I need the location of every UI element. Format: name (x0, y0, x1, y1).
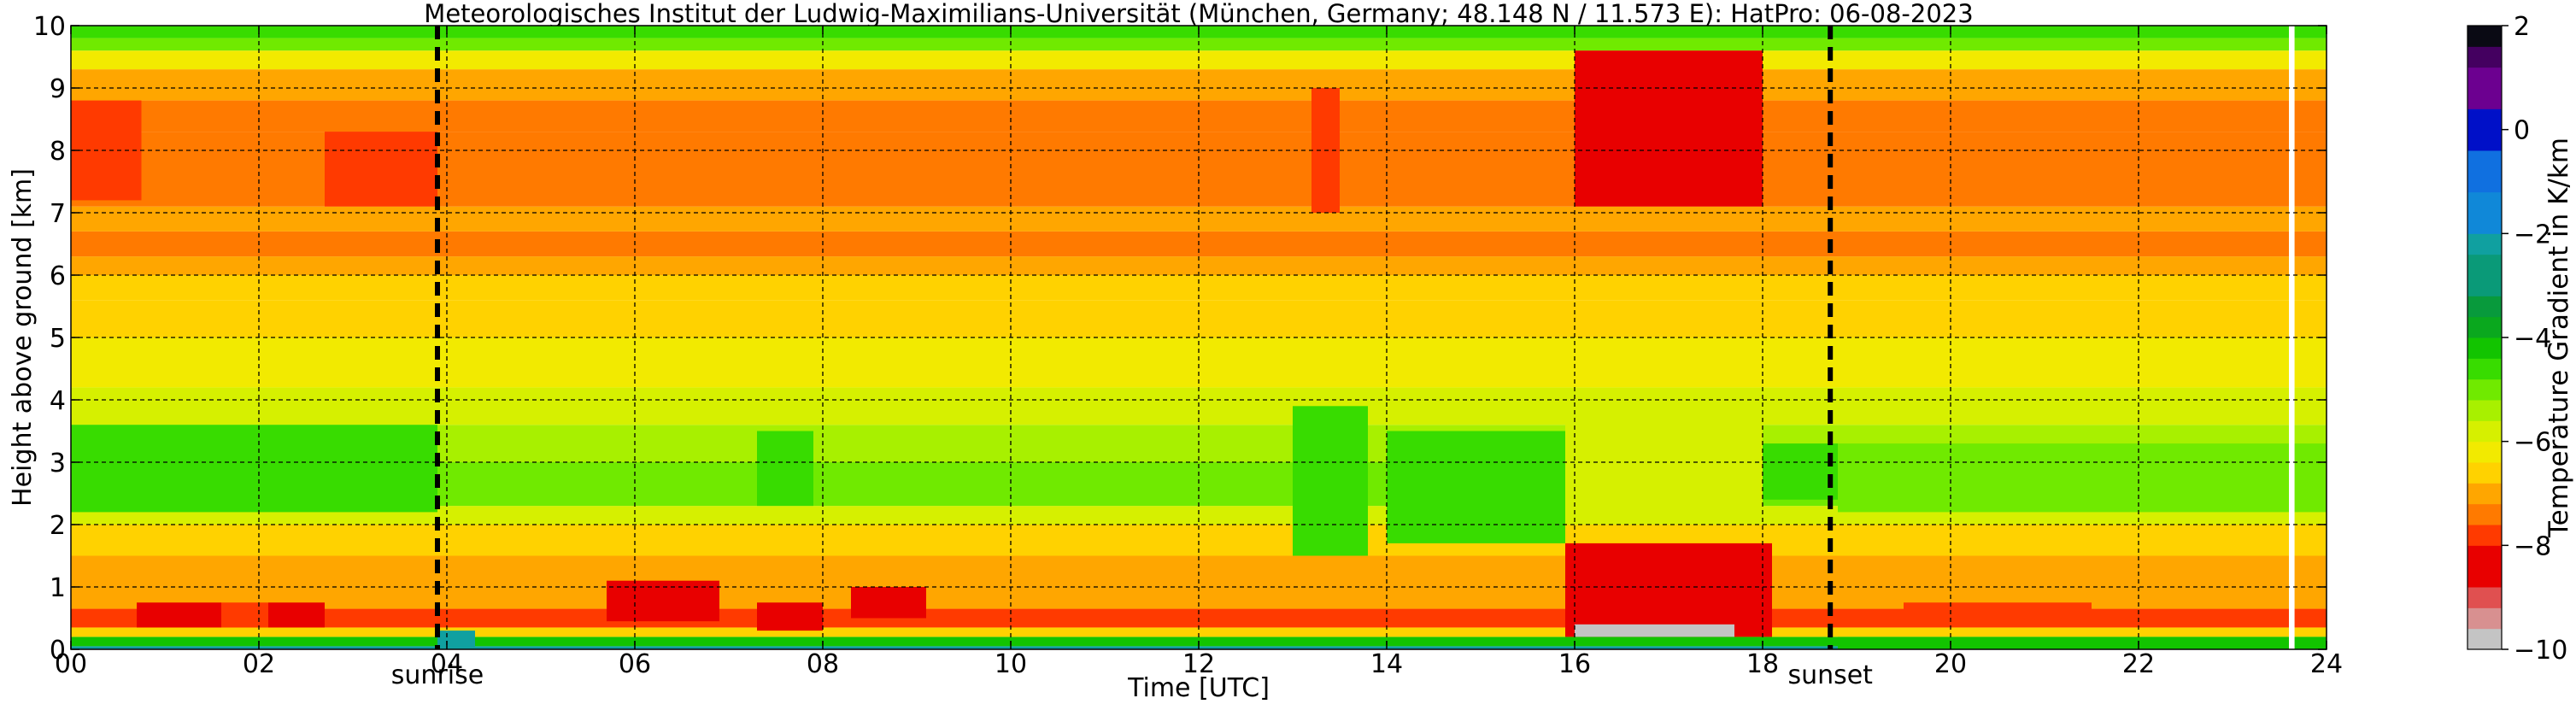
x-tick-label: 16 (1558, 649, 1591, 679)
colorbar-tick-label: −6 (2514, 428, 2551, 458)
heatmap-feature-4 (221, 602, 268, 628)
colorbar-tick-label: −8 (2514, 531, 2551, 561)
heatmap-layer-2 (71, 627, 2327, 637)
heatmap-feature-3 (137, 602, 221, 628)
y-tick-label: 0 (50, 636, 66, 666)
colorbar-segment-15 (2467, 296, 2502, 318)
x-tick-label: 06 (619, 649, 651, 679)
x-tick-label: 04 (431, 649, 463, 679)
colorbar-tick-label: 2 (2514, 12, 2530, 42)
colorbar-segment-18 (2467, 191, 2502, 234)
y-tick-label: 1 (50, 573, 66, 603)
sunset-label: sunset (1787, 660, 1873, 690)
colorbar-segment-14 (2467, 316, 2502, 338)
colorbar-segment-0 (2467, 628, 2502, 650)
plot-grid (71, 26, 2327, 649)
heatmap-feature-20 (1838, 637, 2327, 649)
colorbar-label: Temperature Gradient in K/km (2544, 138, 2574, 538)
colorbar-tick-label: −4 (2514, 324, 2551, 354)
sunrise-label: sunrise (391, 660, 484, 690)
colorbar (2467, 26, 2502, 650)
colorbar-ticks: −10 −8 −6 −4 −2 0 2 (2502, 12, 2567, 666)
colorbar-tick-label: 0 (2514, 116, 2530, 146)
heatmap-feature-9 (757, 602, 823, 631)
heatmap-feature-11 (1293, 406, 1368, 556)
y-tick-label: 2 (50, 511, 66, 541)
heatmap-feature-8 (757, 431, 813, 507)
colorbar-segment-9 (2467, 420, 2502, 443)
y-axis-label: Height above ground [km] (8, 168, 38, 507)
colorbar-segment-5 (2467, 503, 2502, 525)
y-tick-label: 6 (50, 261, 66, 291)
x-tick-label: 14 (1370, 649, 1403, 679)
y-tick-label: 9 (50, 74, 66, 104)
heatmap-feature-19 (1838, 443, 2327, 513)
colorbar-segment-17 (2467, 233, 2502, 255)
y-tick-label: 8 (50, 137, 66, 167)
heatmap-feature-5 (268, 602, 325, 628)
x-tick-label: 20 (1934, 649, 1967, 679)
x-tick-label: 02 (243, 649, 275, 679)
colorbar-tick-label: −10 (2514, 636, 2567, 666)
heatmap-feature-2 (71, 425, 437, 513)
event-lines: sunrise sunset (391, 26, 1873, 690)
heatmap-feature-6 (437, 631, 475, 649)
colorbar-segment-21 (2467, 67, 2502, 109)
heatmap-feature-14 (1565, 412, 1763, 525)
colorbar-segment-16 (2467, 254, 2502, 296)
colorbar-segment-23 (2467, 26, 2502, 47)
colorbar-segment-6 (2467, 483, 2502, 505)
x-axis-ticks: 00 02 04 06 08 10 12 14 16 18 20 22 24 (55, 26, 2343, 679)
colorbar-segment-20 (2467, 109, 2502, 151)
y-tick-label: 7 (50, 199, 66, 229)
x-tick-label: 08 (807, 649, 839, 679)
chart-title: Meteorologisches Institut der Ludwig-Max… (424, 0, 1973, 28)
colorbar-segment-7 (2467, 462, 2502, 484)
x-tick-label: 24 (2310, 649, 2343, 679)
colorbar-segment-3 (2467, 545, 2502, 588)
colorbar-segment-22 (2467, 46, 2502, 68)
colorbar-tick-label: −2 (2514, 220, 2551, 249)
heatmap-feature-15 (1575, 50, 1763, 207)
heatmap-feature-17 (1575, 624, 1734, 637)
colorbar-segment-13 (2467, 337, 2502, 359)
y-tick-label: 3 (50, 449, 66, 478)
colorbar-segment-12 (2467, 358, 2502, 380)
colorbar-segment-10 (2467, 400, 2502, 421)
x-axis-label: Time [UTC] (1127, 673, 1270, 703)
colorbar-segment-8 (2467, 441, 2502, 463)
heatmap-feature-1 (325, 132, 437, 207)
heatmap-layer-11 (71, 337, 2327, 388)
colorbar-segment-1 (2467, 607, 2502, 630)
colorbar-segment-2 (2467, 587, 2502, 608)
x-tick-label: 00 (55, 649, 87, 679)
x-tick-label: 12 (1182, 649, 1215, 679)
y-tick-label: 4 (50, 386, 66, 416)
y-tick-label: 5 (50, 324, 66, 354)
colorbar-segment-4 (2467, 525, 2502, 546)
heatmap-feature-22 (2289, 26, 2295, 649)
heatmap-feature-21 (1904, 602, 2092, 625)
heatmap-feature-16 (1565, 543, 1772, 637)
colorbar-segment-19 (2467, 150, 2502, 193)
x-tick-label: 22 (2122, 649, 2155, 679)
heatmap-feature-18 (1763, 443, 1838, 500)
y-axis-ticks: 0 1 2 3 4 5 6 7 8 9 10 (33, 12, 2327, 666)
x-tick-label: 10 (995, 649, 1027, 679)
y-tick-label: 10 (33, 12, 66, 42)
heatmap-feature-13 (1387, 431, 1565, 543)
heatmap-feature-10 (851, 587, 926, 619)
colorbar-segment-11 (2467, 378, 2502, 401)
x-tick-label: 18 (1746, 649, 1779, 679)
